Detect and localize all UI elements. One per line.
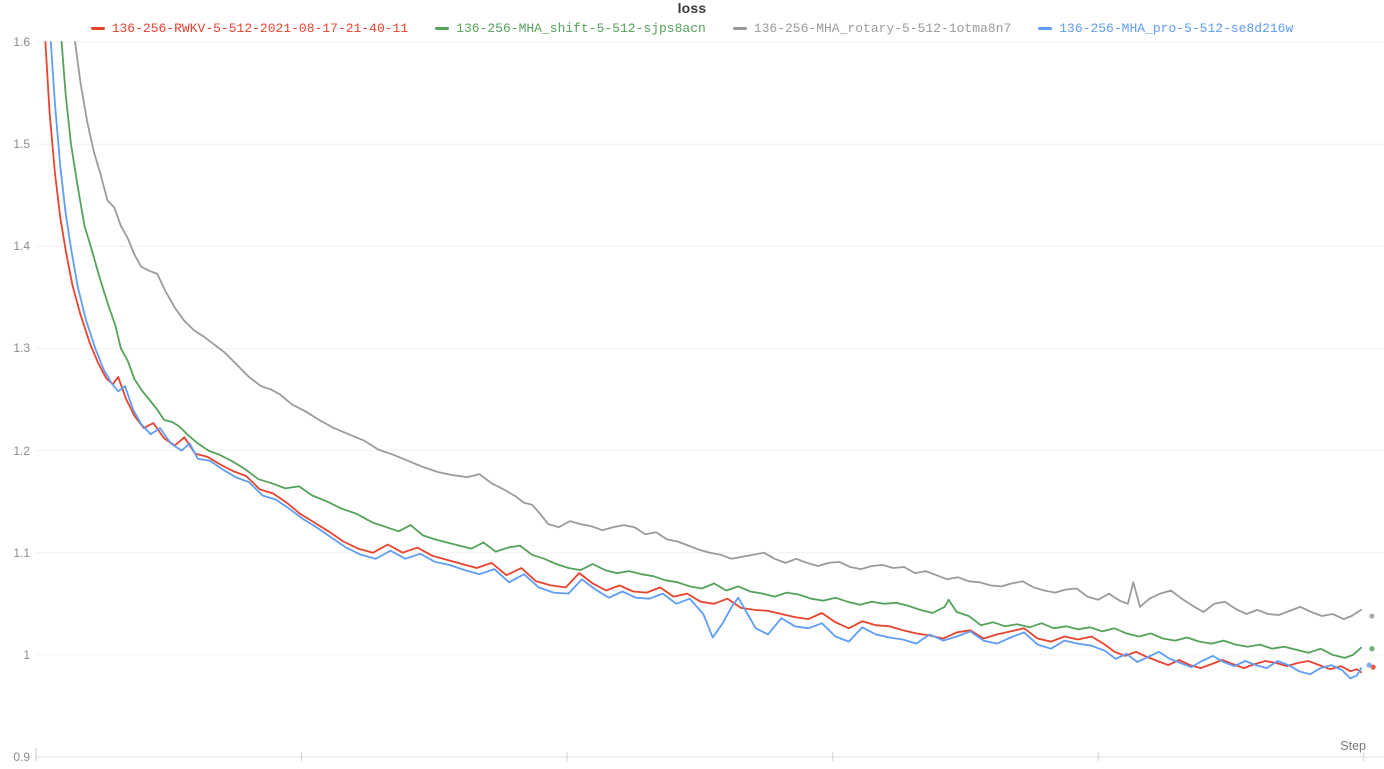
legend-run-name: 136-256-MHA_shift-5-512-sjps8acn: [456, 21, 706, 36]
plot-area[interactable]: Step 1.6 1.5 1.4 1.3 1.2 1.1 1 0.9: [0, 35, 1384, 769]
legend-item-1[interactable]: 136-256-MHA_shift-5-512-sjps8acn: [435, 21, 706, 36]
chart-title: loss: [677, 0, 707, 16]
y-axis-tick-label: 1: [23, 647, 30, 662]
series-end-dot-1[interactable]: [1369, 646, 1375, 652]
series-line-3[interactable]: [49, 41, 1362, 680]
legend: 136-256-RWKV-5-512-2021-08-17-21-40-11 13…: [0, 21, 1384, 36]
legend-run-name: 136-256-MHA_pro-5-512-se8d216w: [1059, 21, 1294, 36]
y-axis-tick-label: 1.3: [13, 341, 30, 356]
series-end-dot-0[interactable]: [1370, 664, 1376, 670]
legend-item-2[interactable]: 136-256-MHA_rotary-5-512-1otma8n7: [732, 21, 1012, 36]
legend-item-0[interactable]: 136-256-RWKV-5-512-2021-08-17-21-40-11: [90, 21, 409, 36]
legend-run-name: 136-256-RWKV-5-512-2021-08-17-21-40-11: [111, 21, 409, 36]
y-axis-tick-label: 0.9: [13, 750, 30, 764]
series-line-0[interactable]: [44, 41, 1362, 674]
y-axis-tick-label: 1.2: [13, 443, 30, 458]
loss-line-chart[interactable]: [0, 36, 1384, 769]
legend-swatch-icon: [90, 27, 105, 30]
legend-swatch-icon: [732, 27, 747, 30]
y-axis-tick-label: 1.1: [13, 545, 30, 560]
series-line-1[interactable]: [60, 41, 1362, 659]
legend-swatch-icon: [1038, 27, 1053, 30]
x-axis-title: Step: [1340, 739, 1366, 753]
series-end-dot-2[interactable]: [1369, 613, 1375, 619]
legend-swatch-icon: [435, 27, 450, 30]
series-end-dot-3[interactable]: [1366, 662, 1372, 668]
legend-run-name: 136-256-MHA_rotary-5-512-1otma8n7: [753, 21, 1012, 36]
series-line-2[interactable]: [74, 41, 1362, 620]
y-axis-tick-label: 1.5: [13, 137, 30, 152]
y-axis-tick-label: 1.4: [13, 239, 30, 254]
legend-item-3[interactable]: 136-256-MHA_pro-5-512-se8d216w: [1038, 21, 1293, 36]
y-axis-tick-label: 1.6: [13, 35, 30, 49]
